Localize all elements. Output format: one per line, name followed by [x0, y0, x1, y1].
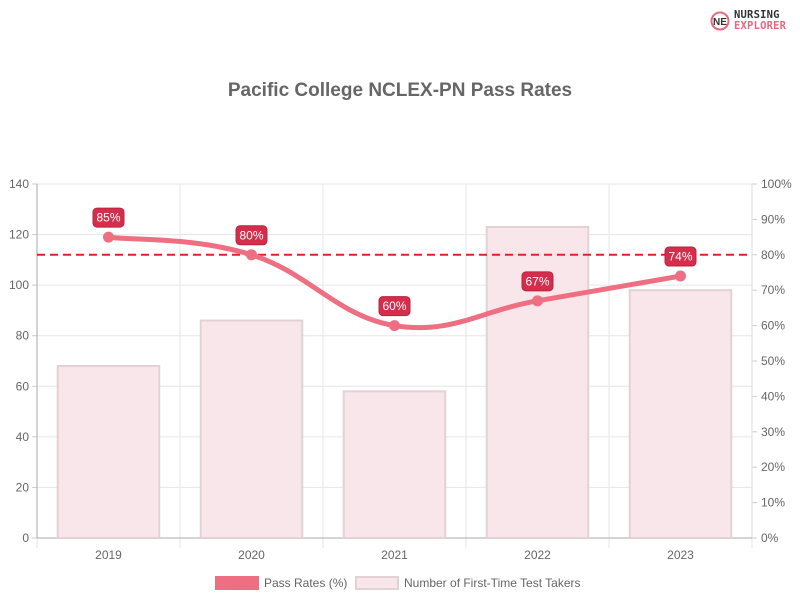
combo-chart: 0 20 40 60 80 100 120 140 0% 10% 20% 30% 40% 50% 60% 70…	[9, 177, 792, 562]
y-left-tick-label: 140	[9, 177, 29, 191]
pass-rate-point-2019	[103, 231, 114, 243]
y-right-tick-label: 30%	[761, 425, 785, 439]
bar-2020	[199, 319, 304, 539]
legend-label-test-takers: Number of First-Time Test Takers	[404, 576, 581, 590]
bar-2021	[342, 390, 447, 540]
data-label-bg	[521, 271, 554, 292]
pass-rate-label-2023: 74%	[664, 246, 697, 267]
data-label-bg	[235, 225, 268, 246]
y-right-tick-label: 60%	[761, 319, 785, 333]
data-label-text: 80%	[239, 228, 263, 242]
y-left-tick-label: 20	[16, 480, 30, 494]
y-left-tick-label: 60	[16, 379, 30, 393]
chart-title: Pacific College NCLEX-PN Pass Rates	[227, 80, 573, 101]
x-tick-label: 2021	[381, 548, 408, 562]
pass-rate-label-2022: 67%	[521, 271, 554, 292]
y-right-tick-label: 90%	[761, 212, 785, 226]
y-right-tick-label: 40%	[761, 389, 785, 403]
x-tick-label: 2019	[95, 548, 122, 562]
y-right-tick-label: 80%	[761, 248, 785, 262]
pass-rate-point-2021	[389, 320, 400, 332]
y-left-tick-label: 100	[9, 278, 29, 292]
legend-label-pass-rates: Pass Rates (%)	[264, 576, 348, 590]
pass-rate-point-2020	[246, 249, 257, 261]
chart-legend: Pass Rates (%) Number of First-Time Test…	[0, 575, 800, 593]
y-right-tick-label: 20%	[761, 460, 785, 474]
legend-swatch-test-takers	[355, 576, 399, 590]
pass-rate-label-2019: 85%	[92, 207, 125, 228]
y-right-tick-label: 50%	[761, 354, 785, 368]
pass-rate-label-2021: 60%	[378, 296, 411, 317]
legend-swatch-pass-rates	[215, 576, 259, 590]
y-left-tick-label: 0	[22, 531, 29, 545]
bar-2023	[628, 289, 733, 540]
data-label-text: 67%	[525, 274, 549, 288]
logo-line-1: NURSING	[734, 9, 780, 21]
logo-mark-icon: NE	[710, 11, 730, 31]
y-right-tick-label: 100%	[761, 177, 792, 191]
y-right-tick-label: 0%	[761, 531, 779, 545]
data-label-bg	[92, 207, 125, 228]
nursing-explorer-logo: NE NURSING EXPLORER	[710, 10, 794, 34]
pass-rate-point-2023	[675, 270, 686, 282]
data-label-text: 74%	[668, 250, 692, 264]
y-left-tick-label: 80	[16, 329, 30, 343]
logo-line-2: EXPLORER	[734, 20, 787, 32]
pass-rate-point-2022	[532, 295, 543, 307]
x-tick-label: 2022	[524, 548, 551, 562]
data-label-bg	[378, 296, 411, 317]
y-left-tick-label: 40	[16, 430, 30, 444]
data-label-bg	[664, 246, 697, 267]
y-right-tick-label: 10%	[761, 496, 785, 510]
x-tick-label: 2020	[238, 548, 265, 562]
pass-rate-label-2020: 80%	[235, 225, 268, 246]
y-left-tick-label: 120	[9, 228, 29, 242]
y-right-tick-label: 70%	[761, 283, 785, 297]
logo-mark-text: NE	[713, 17, 727, 28]
data-label-text: 60%	[382, 299, 406, 313]
x-tick-label: 2023	[667, 548, 694, 562]
bar-2019	[56, 365, 161, 539]
data-label-text: 85%	[96, 211, 120, 225]
